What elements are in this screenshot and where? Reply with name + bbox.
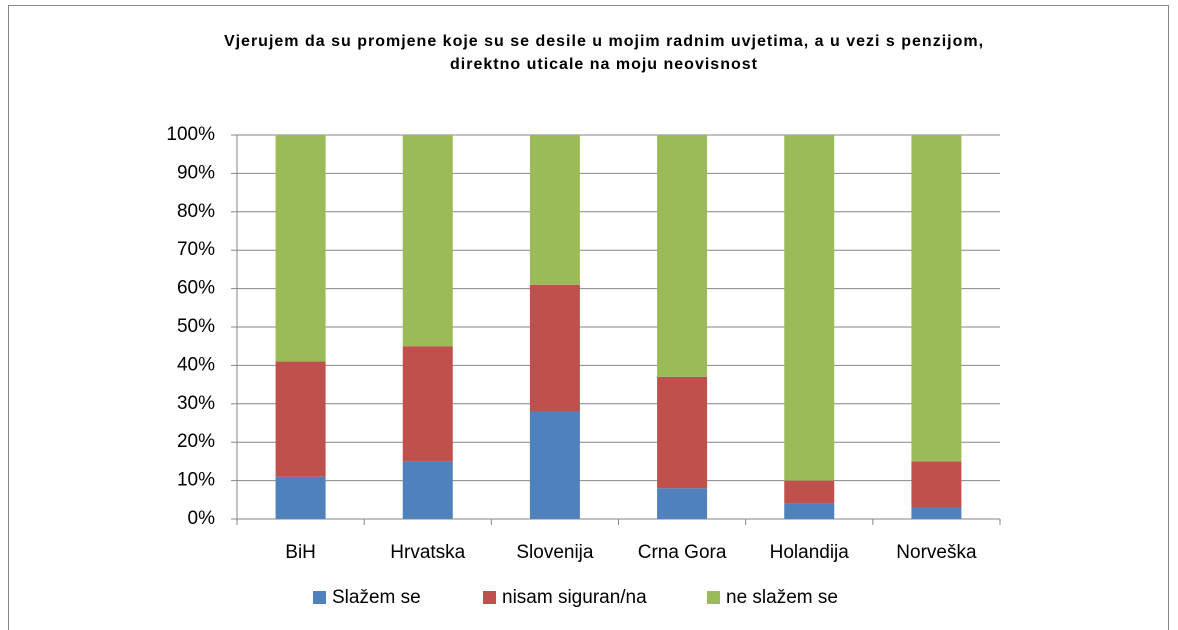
chart-title: Vjerujem da su promjene koje su se desil…	[223, 33, 985, 73]
bar-segment	[529, 135, 580, 285]
y-tick-label: 40%	[177, 354, 215, 375]
bar-segment	[529, 284, 580, 412]
y-tick-label: 80%	[177, 201, 215, 222]
x-tick-label: Norveška	[896, 542, 977, 563]
x-tick-label: Crna Gora	[638, 542, 727, 563]
legend-label: Slažem se	[332, 587, 421, 608]
bar-segment	[402, 135, 453, 347]
bar-segment	[784, 480, 835, 504]
x-tick-label: BiH	[285, 542, 316, 563]
bar-segment	[657, 488, 708, 519]
legend-swatch	[483, 591, 496, 604]
y-tick-label: 20%	[177, 431, 215, 452]
y-tick-label: 100%	[166, 124, 215, 145]
legend-label: nisam siguran/na	[502, 587, 647, 608]
y-tick-label: 90%	[177, 162, 215, 183]
x-tick-label: Holandija	[770, 542, 850, 563]
y-tick-label: 10%	[177, 470, 215, 491]
bar-segment	[402, 461, 453, 519]
bar-segment	[657, 135, 708, 377]
y-tick-label: 30%	[177, 393, 215, 414]
legend-label: ne slažem se	[726, 587, 838, 608]
y-tick-label: 50%	[177, 316, 215, 337]
bar-segment	[275, 476, 326, 519]
y-tick-label: 70%	[177, 239, 215, 260]
bar-segment	[529, 411, 580, 519]
bar-segment	[657, 376, 708, 489]
bar-segment	[784, 503, 835, 519]
bar-segment	[275, 361, 326, 477]
bar-segment	[784, 135, 835, 481]
bar-segment	[911, 135, 962, 462]
legend-swatch	[707, 591, 720, 604]
x-tick-label: Slovenija	[516, 542, 594, 563]
bar-segment	[911, 461, 962, 508]
x-tick-label: Hrvatska	[390, 542, 465, 563]
bar-segment	[275, 135, 326, 362]
legend-swatch	[313, 591, 326, 604]
bar-segment	[911, 507, 962, 519]
y-tick-label: 0%	[188, 508, 216, 529]
y-tick-label: 60%	[177, 278, 215, 299]
bar-segment	[402, 346, 453, 462]
chart-frame	[8, 5, 1169, 630]
